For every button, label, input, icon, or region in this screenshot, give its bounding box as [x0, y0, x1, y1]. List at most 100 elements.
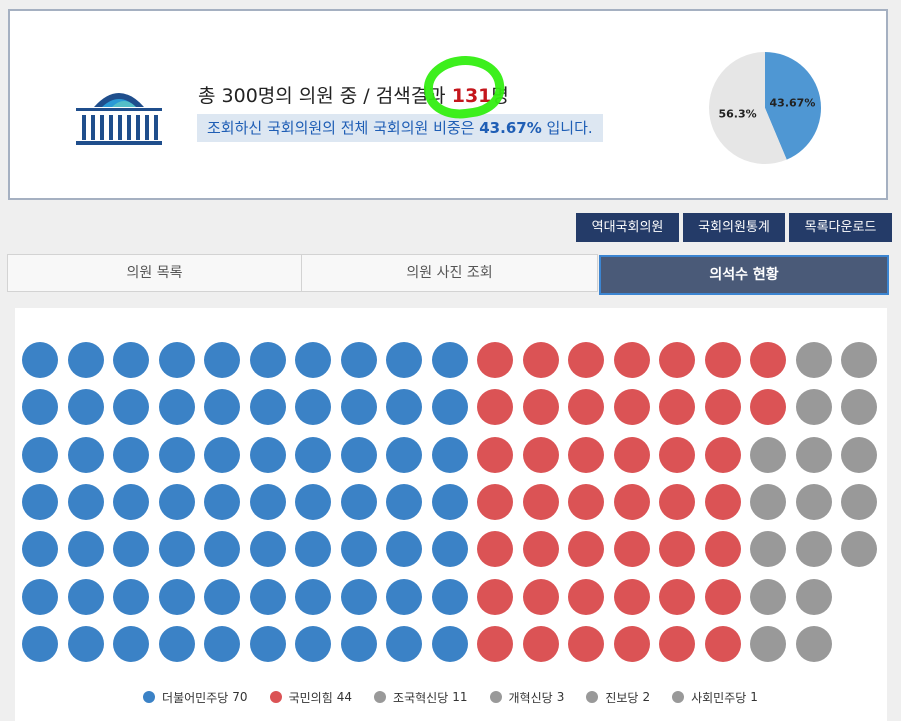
seat-dot	[841, 531, 877, 568]
legend-dot	[672, 691, 685, 703]
seat-dot	[795, 578, 832, 615]
seat-dot	[295, 483, 331, 520]
seat-dot	[613, 578, 650, 615]
legend-dot	[269, 691, 282, 703]
seat-dot	[659, 531, 695, 568]
seat-dot	[340, 483, 377, 520]
seat-dot	[613, 436, 650, 473]
seat-dot	[841, 389, 877, 426]
seat-dot	[841, 342, 877, 378]
seat-dot	[795, 342, 832, 378]
seat-dot	[795, 531, 832, 568]
seat-dot	[295, 389, 331, 426]
seat-dot	[704, 625, 741, 662]
seat-dot	[158, 342, 195, 378]
seat-dot	[386, 578, 422, 615]
seat-dot	[204, 578, 240, 615]
seat-dot	[22, 578, 58, 615]
seat-dot	[704, 483, 741, 520]
ratio-percent: 43.67%	[479, 119, 542, 137]
legend-dot	[374, 691, 387, 703]
pie-label: 43.67%	[770, 96, 816, 109]
tab-seat-status[interactable]: 의석수 현황	[599, 255, 889, 295]
seat-dot	[659, 578, 695, 615]
seat-dot	[613, 531, 650, 568]
seat-dot	[613, 342, 650, 378]
legend-item: 조국혁신당 11	[374, 689, 468, 706]
seat-dot	[113, 531, 149, 568]
seat-dot	[568, 342, 604, 378]
seat-dot	[568, 625, 604, 662]
seat-dot	[750, 578, 786, 615]
seat-dot	[704, 342, 741, 378]
seat-dot	[613, 625, 650, 662]
seat-dot	[522, 483, 559, 520]
pie-label: 56.3%	[718, 108, 756, 121]
seat-dot	[704, 436, 741, 473]
seat-dot	[750, 531, 786, 568]
summary-prefix: 총 300명의 의원 중 / 검색결과	[198, 85, 452, 107]
member-statistics-button[interactable]: 국회의원통계	[683, 213, 785, 242]
ratio-suffix: 입니다.	[541, 119, 593, 137]
seat-dot	[613, 483, 650, 520]
tab-member-photos[interactable]: 의원 사진 조회	[301, 254, 598, 292]
summary-panel: 총 300명의 의원 중 / 검색결과 131명 조회하신 국회의원의 전체 국…	[8, 9, 888, 200]
seat-dot	[295, 436, 331, 473]
seat-dot	[113, 483, 149, 520]
seat-dot	[477, 389, 513, 426]
seat-legend: 더불어민주당 70 국민의힘 44 조국혁신당 11 개혁신당 3 진보당 2 사회민주당 1	[0, 680, 901, 714]
seat-dot	[295, 342, 331, 378]
seat-dot	[22, 531, 58, 568]
seat-dot	[750, 625, 786, 662]
seat-dot	[659, 625, 695, 662]
seat-dot	[295, 625, 331, 662]
seat-dot	[204, 625, 240, 662]
seat-dot	[67, 483, 104, 520]
seat-dot	[659, 436, 695, 473]
seat-dot	[158, 436, 195, 473]
seat-dot	[113, 578, 149, 615]
legend-dot	[143, 691, 156, 703]
ratio-prefix: 조회하신 국회의원의 전체 국회의원 비중은	[207, 119, 480, 137]
seat-dot	[795, 389, 832, 426]
seat-dot	[568, 436, 604, 473]
seat-dot	[113, 389, 149, 426]
ratio-statement: 조회하신 국회의원의 전체 국회의원 비중은 43.67% 입니다.	[197, 114, 603, 142]
seat-dot	[795, 625, 832, 662]
seat-dot	[750, 436, 786, 473]
seat-dot	[113, 625, 149, 662]
legend-seat-count: 70	[232, 690, 248, 704]
legend-dot	[489, 691, 502, 703]
seat-chart	[15, 308, 887, 721]
seat-dot	[522, 578, 559, 615]
seat-dot	[158, 389, 195, 426]
former-members-button[interactable]: 역대국회의원	[576, 213, 679, 242]
seat-dot	[340, 578, 377, 615]
green-annotation-circle	[420, 50, 508, 124]
seat-dot	[750, 389, 786, 426]
seat-dot	[386, 625, 422, 662]
seat-dot	[477, 578, 513, 615]
seat-dot	[22, 436, 58, 473]
seat-dot	[386, 436, 422, 473]
seat-dot	[477, 531, 513, 568]
seat-dot	[340, 531, 377, 568]
seat-dot	[431, 625, 468, 662]
seat-dot	[477, 625, 513, 662]
tab-member-list[interactable]: 의원 목록	[7, 254, 302, 292]
seat-dot	[295, 531, 331, 568]
seat-dot	[67, 342, 104, 378]
seat-dot	[22, 389, 58, 426]
seat-dot	[113, 342, 149, 378]
legend-seat-count: 11	[452, 690, 468, 704]
seat-dot	[67, 389, 104, 426]
seat-dot	[295, 578, 331, 615]
seat-dot	[522, 625, 559, 662]
pie-slice	[765, 52, 821, 160]
download-list-button[interactable]: 목록다운로드	[789, 213, 892, 242]
seat-dot	[431, 578, 468, 615]
seat-dot	[613, 389, 650, 426]
seat-dot	[249, 436, 286, 473]
legend-dot	[586, 691, 599, 703]
